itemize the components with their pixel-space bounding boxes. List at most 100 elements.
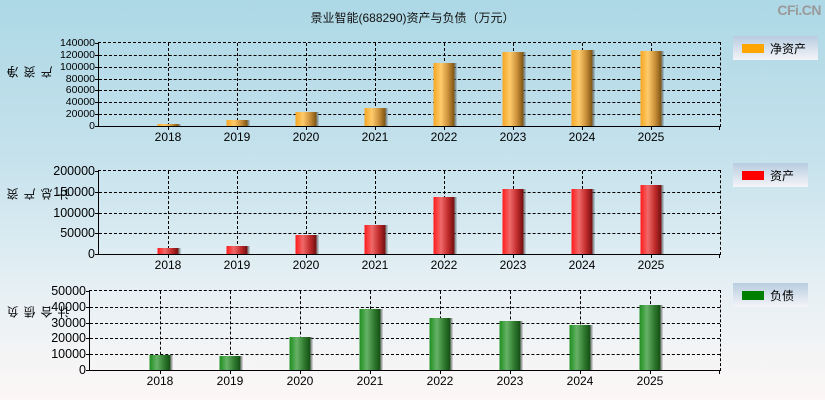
gridline-horizontal [99,90,720,92]
y-tick-label: 120000 [59,48,95,61]
x-tick-label: 2023 [499,130,527,144]
y-tick-label: 80000 [65,72,95,85]
x-tick-label: 2018 [146,374,174,388]
gridline-vertical [300,291,301,370]
y-tick-mark [86,322,90,324]
legend-swatch-orange [742,43,764,53]
x-tick-mark [375,254,376,258]
gridline-horizontal [99,102,720,104]
y-tick-label: 20000 [51,331,86,346]
y-tick-label: 200000 [53,164,95,178]
x-tick-label: 2019 [223,258,251,272]
gridline-horizontal [90,338,720,340]
y-tick-mark [95,102,99,104]
y-tick-mark [86,291,90,292]
x-tick-mark [300,370,301,374]
bar-2024 [569,324,591,370]
x-tick-mark [160,370,161,374]
gridline-vertical [168,43,169,126]
gridline-vertical [237,43,238,126]
gridline-horizontal [90,322,720,324]
y-tick-mark [86,306,90,308]
bar-2024 [571,188,593,254]
bar-2022 [429,317,451,370]
y-tick-label: 0 [88,247,95,261]
x-tick-mark [168,254,169,258]
x-tick-mark [237,126,238,130]
gridline-vertical [306,43,307,126]
bar-2025 [639,304,661,370]
x-tick-label: 2023 [499,258,527,272]
y-tick-mark [86,338,90,340]
x-tick-mark [719,254,720,258]
bar-2024 [571,49,593,126]
y-tick-label: 140000 [59,37,95,49]
x-tick-mark [651,126,652,130]
total-liabilities-plot-area: 50000 40000 30000 20000 10000 0 2018 2019 2020 20… [51,285,721,388]
x-tick-label: 2019 [216,374,244,388]
y-tick-mark [95,43,99,44]
y-tick-label: 0 [79,363,86,377]
y-tick-mark [86,370,90,371]
x-tick-mark [513,126,514,130]
y-tick-label: 60000 [65,84,95,97]
gridline-vertical [230,291,231,370]
x-tick-mark [580,370,581,374]
bar-2022 [433,63,455,126]
y-tick-label: 40000 [51,299,86,314]
x-tick-label: 2020 [292,258,320,272]
bar-2018 [157,248,179,254]
gridline-vertical [237,171,238,254]
total-assets-plot-area: 200000 150000 100000 50000 0 2018 2019 2020 2021… [53,165,721,272]
x-tick-mark [306,254,307,258]
y-tick-label: 150000 [53,184,95,199]
y-tick-mark [95,78,99,80]
bar-2025 [640,184,662,254]
bar-2023 [499,320,521,370]
bar-2018 [149,355,171,370]
y-tick-label: 40000 [65,96,95,109]
y-tick-label: 100000 [59,60,95,73]
x-tick-label: 2021 [356,374,384,388]
gridline-vertical [375,43,376,126]
bar-2025 [640,50,662,126]
x-tick-mark [719,370,720,374]
x-tick-label: 2025 [636,374,664,388]
x-tick-mark [440,370,441,374]
net-assets-plot-area: 140000 120000 100000 80000 60000 40000 20000 0 2… [60,38,721,144]
x-tick-mark [651,254,652,258]
x-tick-label: 2023 [496,374,524,388]
x-tick-label: 2020 [292,130,320,144]
x-tick-label: 2022 [430,130,458,144]
x-tick-mark [375,126,376,130]
x-tick-mark [582,254,583,258]
y-tick-label: 100000 [53,205,95,220]
x-tick-mark [582,126,583,130]
legend-label: 净资产 [770,41,807,56]
x-tick-mark [168,126,169,130]
x-tick-label: 2018 [154,258,182,272]
y-tick-mark [95,126,99,127]
net-assets-y-axis-label: 净资产 [6,66,54,78]
bar-2023 [502,188,524,254]
gridline-horizontal [90,354,720,356]
x-tick-label: 2020 [286,374,314,388]
bar-2019 [226,245,248,254]
chart-title: 景业智能(688290)资产与负债（万元） [310,11,515,25]
total-assets-y-axis-label: 资产总计 [6,188,71,200]
gridline-horizontal [99,78,720,80]
y-tick-label: 10000 [51,347,86,362]
bar-2020 [289,336,311,370]
x-tick-label: 2019 [223,130,251,144]
x-tick-label: 2021 [361,130,389,144]
total-liabilities-legend: 负债 [733,283,808,307]
y-tick-mark [95,233,99,235]
x-tick-mark [370,370,371,374]
gridline-vertical [306,171,307,254]
y-tick-mark [95,171,99,172]
bar-2021 [364,107,386,126]
gridline-horizontal [99,191,720,193]
y-tick-label: 0 [89,120,95,132]
bar-2018 [157,123,179,126]
x-tick-label: 2022 [426,374,454,388]
